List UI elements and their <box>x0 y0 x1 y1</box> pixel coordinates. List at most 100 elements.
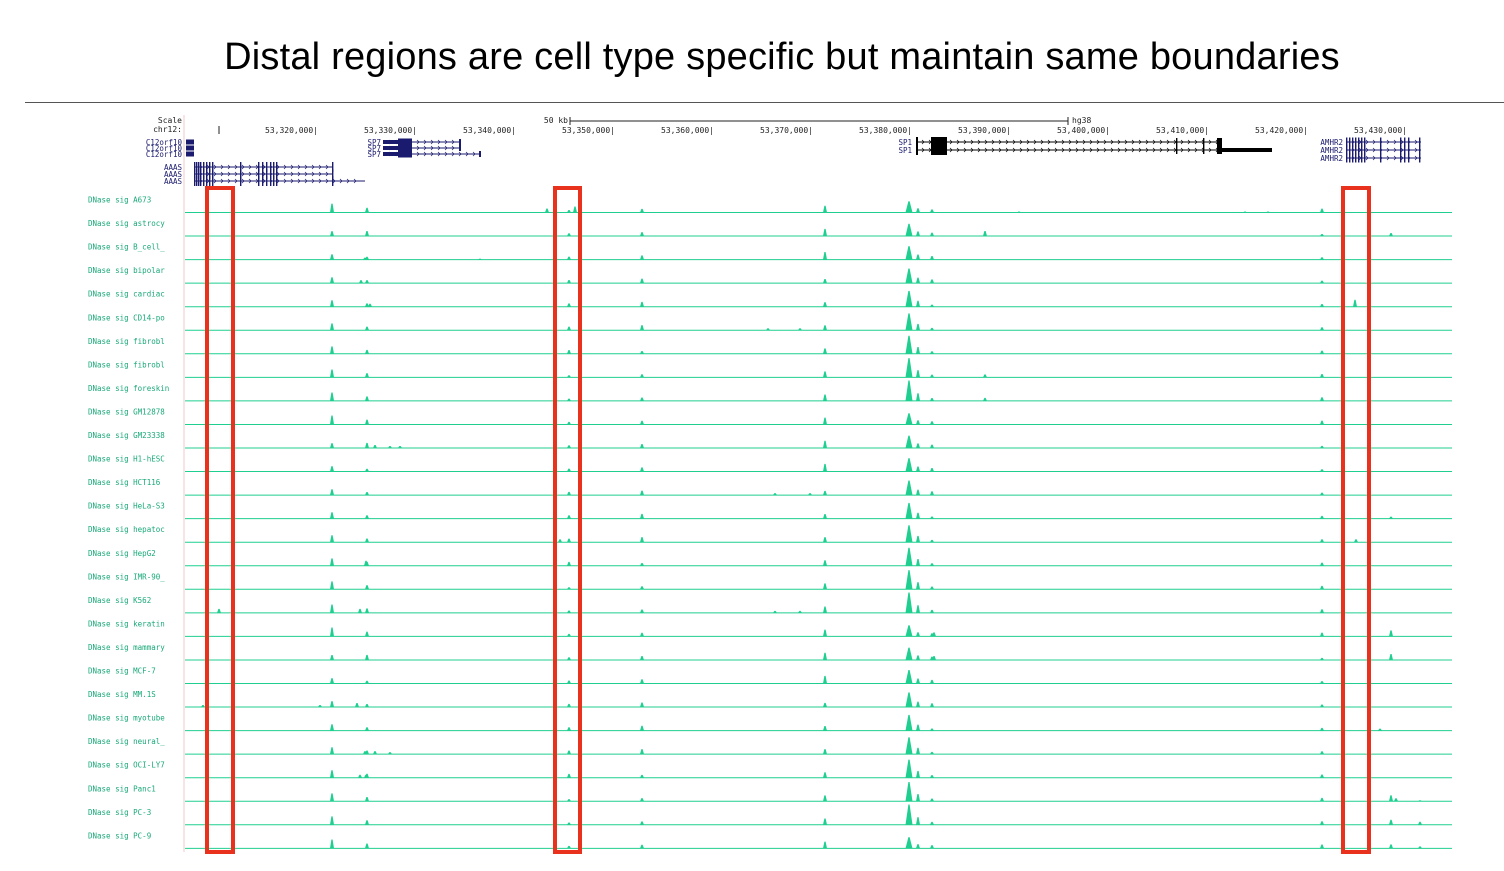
signal-peak <box>365 303 369 307</box>
signal-peak <box>823 795 827 802</box>
signal-peak <box>1320 515 1324 519</box>
signal-peak <box>1320 821 1324 825</box>
signal-peak <box>365 797 369 802</box>
gene-label: AMHR2 <box>1320 146 1343 155</box>
signal-peak <box>823 537 827 543</box>
gene-label: C12orf10 <box>146 150 183 159</box>
signal-peak <box>930 563 934 566</box>
signal-peak <box>330 581 334 590</box>
signal-peak <box>330 231 334 237</box>
signal-peak <box>905 782 913 802</box>
signal-peak <box>365 280 369 284</box>
signal-peak <box>1320 303 1324 307</box>
signal-peak <box>823 417 827 425</box>
signal-peak <box>398 446 402 448</box>
gene-label: AMHR2 <box>1320 138 1343 147</box>
signal-peak <box>388 752 392 755</box>
signal-peak <box>930 374 934 378</box>
track-label[interactable]: DNase sig GM12878 <box>88 407 165 416</box>
signal-peak <box>364 560 368 566</box>
signal-peak <box>930 798 934 802</box>
sp7-gene <box>383 144 461 152</box>
signal-peak <box>930 421 934 425</box>
coordinate-labels: 53,320,000| 53,330,000| 53,340,000| 53,350,… <box>265 126 1407 135</box>
signal-peak <box>1320 233 1324 237</box>
signal-peak <box>1320 492 1324 496</box>
signal-peak <box>365 326 369 331</box>
signal-peak <box>365 373 369 378</box>
track-label[interactable]: DNase sig MM.1S <box>88 690 156 699</box>
signal-peak <box>640 679 644 684</box>
signal-peak <box>930 256 934 260</box>
signal-peak <box>1389 630 1393 637</box>
dnase-track: DNase sig K562 <box>88 592 1452 614</box>
track-label[interactable]: DNase sig GM23338 <box>88 431 165 440</box>
track-label[interactable]: DNase sig PC-9 <box>88 831 151 840</box>
signal-peak <box>916 770 920 778</box>
track-label[interactable]: DNase sig hepatoc <box>88 525 165 534</box>
signal-peak <box>567 349 571 354</box>
signal-peak <box>916 747 920 755</box>
dnase-track: DNase sig Panc1 <box>88 782 1452 802</box>
track-label[interactable]: DNase sig HeLa-S3 <box>88 502 165 511</box>
sp1-gene <box>916 137 1222 147</box>
track-label[interactable]: DNase sig fibrobl <box>88 360 165 369</box>
track-label[interactable]: DNase sig B_cell_ <box>88 243 165 252</box>
signal-peak <box>905 670 913 684</box>
track-label[interactable]: DNase sig bipolar <box>88 266 165 275</box>
signal-peak <box>798 328 802 331</box>
track-label[interactable]: DNase sig neural_ <box>88 737 165 746</box>
coordinate-label: 53,390,000| <box>958 126 1011 135</box>
track-label[interactable]: DNase sig K562 <box>88 596 151 605</box>
dnase-track: DNase sig B_cell_ <box>88 243 1452 261</box>
signal-peak <box>916 347 920 354</box>
gene-label: C12orf10 <box>146 144 183 153</box>
track-label[interactable]: DNase sig keratin <box>88 619 165 628</box>
signal-peak <box>823 348 827 354</box>
coordinate-label: 53,430,000| <box>1354 126 1407 135</box>
signal-peak <box>567 610 571 613</box>
track-label[interactable]: DNase sig cardiac <box>88 290 165 299</box>
signal-peak <box>905 570 913 590</box>
track-label[interactable]: DNase sig Panc1 <box>88 784 156 793</box>
track-label[interactable]: DNase sig mammary <box>88 643 165 652</box>
signal-peak <box>916 393 920 401</box>
track-label[interactable]: DNase sig MCF-7 <box>88 667 156 676</box>
track-label[interactable]: DNase sig A673 <box>88 196 151 205</box>
track-label[interactable]: DNase sig HCT116 <box>88 478 161 487</box>
signal-peak <box>823 278 827 284</box>
signal-peak <box>823 205 827 213</box>
track-label[interactable]: DNase sig astrocy <box>88 219 165 228</box>
signal-peak <box>823 675 827 684</box>
signal-peak <box>567 538 571 543</box>
track-label[interactable]: DNase sig IMR-90_ <box>88 572 165 581</box>
signal-peak <box>330 466 334 472</box>
track-label[interactable]: DNase sig PC-3 <box>88 808 151 817</box>
signal-peak <box>916 254 920 260</box>
signal-peak <box>330 604 334 613</box>
dnase-track: DNase sig GM12878 <box>88 407 1452 425</box>
signal-peak <box>567 703 571 708</box>
track-label[interactable]: DNase sig fibrobl <box>88 337 165 346</box>
signal-peak <box>567 799 571 802</box>
signal-peak <box>640 798 644 802</box>
signal-peak <box>930 775 934 778</box>
title-divider <box>25 102 1504 103</box>
track-label[interactable]: DNase sig HepG2 <box>88 549 156 558</box>
track-label[interactable]: DNase sig foreskin <box>88 384 169 393</box>
track-label[interactable]: DNase sig CD14-po <box>88 313 165 322</box>
signal-peak <box>640 490 644 496</box>
signal-peak <box>365 727 369 731</box>
signal-peak <box>318 705 322 708</box>
track-label[interactable]: DNase sig H1-hESC <box>88 455 165 464</box>
signal-peak <box>365 349 369 354</box>
track-label[interactable]: DNase sig OCI-LY7 <box>88 761 165 770</box>
signal-peak <box>916 535 920 543</box>
signal-peak <box>567 657 571 660</box>
highlight-box-middle <box>553 186 582 854</box>
signal-peak <box>823 652 827 660</box>
signal-peak <box>567 822 571 825</box>
track-label[interactable]: DNase sig myotube <box>88 714 165 723</box>
gene-label: SP1 <box>898 146 912 155</box>
gene-label: SP1 <box>898 138 912 147</box>
